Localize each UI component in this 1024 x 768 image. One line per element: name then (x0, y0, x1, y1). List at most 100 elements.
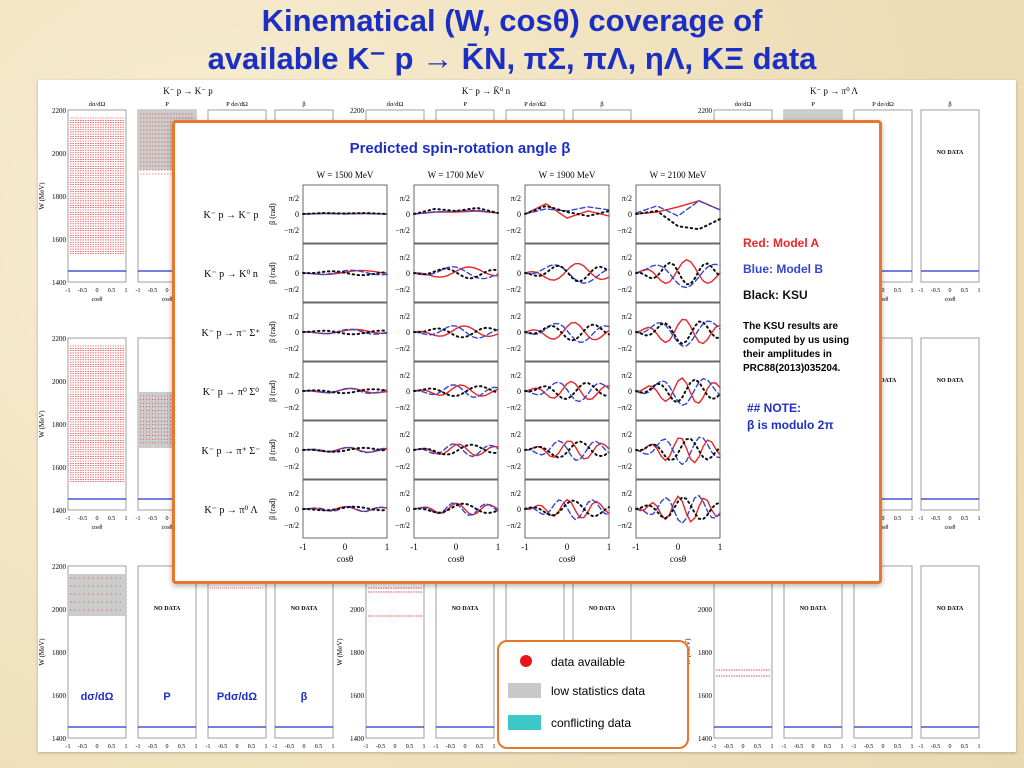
ksu-line (302, 329, 388, 336)
plot-frame (524, 361, 610, 421)
y-axis-label: β (rad) (268, 262, 277, 284)
x-tick: -1 (136, 516, 141, 522)
model-b-line (635, 263, 721, 289)
coverage-panel-frame (853, 565, 913, 739)
x-tick: -1 (206, 744, 211, 750)
ksu-line (302, 505, 388, 512)
x-tick: 0 (394, 744, 397, 750)
y-tick: 1600 (52, 692, 67, 700)
energy-header: W = 1900 MeV (539, 170, 596, 180)
x-tick: 1 (265, 744, 268, 750)
y-tick: −π/2 (284, 462, 299, 471)
x-axis-label: cosθ (162, 525, 173, 531)
ksu-note-line: computed by us using (743, 335, 849, 346)
no-data-label: NO DATA (154, 606, 181, 612)
x-tick: 0 (166, 516, 169, 522)
y-axis-label: W (MeV) (38, 182, 46, 210)
no-data-label: NO DATA (937, 150, 964, 156)
model-b-line (302, 446, 388, 454)
x-tick: 0 (742, 744, 745, 750)
coverage-panel-frame (713, 565, 773, 739)
y-tick: π/2 (400, 312, 410, 321)
y-tick: π/2 (511, 430, 521, 439)
y-tick: 0 (406, 269, 410, 278)
energy-header: W = 2100 MeV (650, 170, 707, 180)
no-data-label: NO DATA (589, 606, 616, 612)
ksu-line (413, 267, 499, 280)
x-tick: 1 (978, 516, 981, 522)
coverage-panel-frame (920, 109, 980, 283)
y-tick: 1600 (52, 464, 67, 472)
x-tick: 0 (96, 288, 99, 294)
x-tick: 0 (949, 744, 952, 750)
plot-frame (635, 420, 721, 480)
ksu-line (413, 326, 499, 339)
y-tick: −π/2 (395, 521, 410, 530)
y-tick: 1800 (52, 421, 67, 429)
y-tick: 0 (406, 328, 410, 337)
coverage-panel-frame (435, 565, 495, 739)
overlay-title: Predicted spin-rotation angle β (350, 140, 571, 157)
y-tick: −π/2 (284, 521, 299, 530)
x-tick: -0.5 (864, 744, 874, 750)
x-tick: 1 (911, 288, 914, 294)
y-tick: −π/2 (395, 226, 410, 235)
x-tick: -1 (410, 542, 418, 552)
x-tick: 1 (718, 542, 723, 552)
model-a-line (413, 384, 499, 397)
x-tick: -0.5 (446, 744, 456, 750)
note-body: β is modulo 2π (747, 418, 834, 432)
plot-frame (413, 479, 499, 539)
x-tick: -1 (136, 288, 141, 294)
column-header: dσ/dΩ (387, 101, 404, 108)
x-axis-label: cosθ (878, 525, 889, 531)
x-tick: 0 (166, 744, 169, 750)
y-tick: 1800 (52, 193, 67, 201)
model-b-line (302, 269, 388, 276)
y-tick: 1800 (698, 649, 713, 657)
x-tick: 0.5 (894, 516, 902, 522)
x-axis-label: cosθ (945, 525, 956, 531)
coverage-panel-frame (207, 565, 267, 739)
plot-frame (635, 184, 721, 244)
y-tick: −π/2 (395, 285, 410, 294)
x-tick: 1 (493, 744, 496, 750)
y-tick: 0 (628, 387, 632, 396)
note-header: ## NOTE: (747, 401, 801, 415)
plot-frame (413, 184, 499, 244)
y-axis-label: W (MeV) (38, 410, 46, 438)
y-tick: π/2 (511, 312, 521, 321)
y-tick: 2000 (52, 150, 67, 158)
y-tick: π/2 (400, 371, 410, 380)
ksu-line (302, 270, 388, 277)
column-header: P dσ/dΩ (872, 101, 894, 108)
x-tick: 1 (125, 744, 128, 750)
x-tick: -1 (919, 288, 924, 294)
x-tick: 0 (96, 744, 99, 750)
ksu-line (524, 381, 610, 401)
x-tick: 1 (496, 542, 501, 552)
ksu-line (635, 209, 721, 231)
reaction-row-label: K⁻ p → π⁰ Σ⁰ (203, 387, 259, 398)
y-tick: 1600 (698, 692, 713, 700)
ksu-line (302, 446, 388, 453)
model-b-line (635, 436, 721, 466)
legend-ksu: Black: KSU (743, 288, 808, 302)
y-tick: π/2 (289, 312, 299, 321)
column-header: P (165, 101, 169, 108)
x-tick: 0.5 (754, 744, 762, 750)
y-tick: π/2 (289, 194, 299, 203)
x-tick: 1 (978, 744, 981, 750)
y-tick: −π/2 (617, 285, 632, 294)
x-tick: 0.5 (315, 744, 323, 750)
x-axis-label: cosθ (162, 297, 173, 303)
x-tick: -0.5 (931, 288, 941, 294)
y-tick: −π/2 (506, 462, 521, 471)
reaction-row-label: K⁻ p → π⁺ Σ⁻ (202, 446, 261, 457)
x-axis-label: cosθ (92, 525, 103, 531)
no-data-label: NO DATA (800, 606, 827, 612)
y-tick: 0 (406, 387, 410, 396)
slide-title: Kinematical (W, cosθ) coverage of availa… (0, 2, 1024, 78)
ksu-line (524, 499, 610, 518)
model-b-line (413, 266, 499, 280)
